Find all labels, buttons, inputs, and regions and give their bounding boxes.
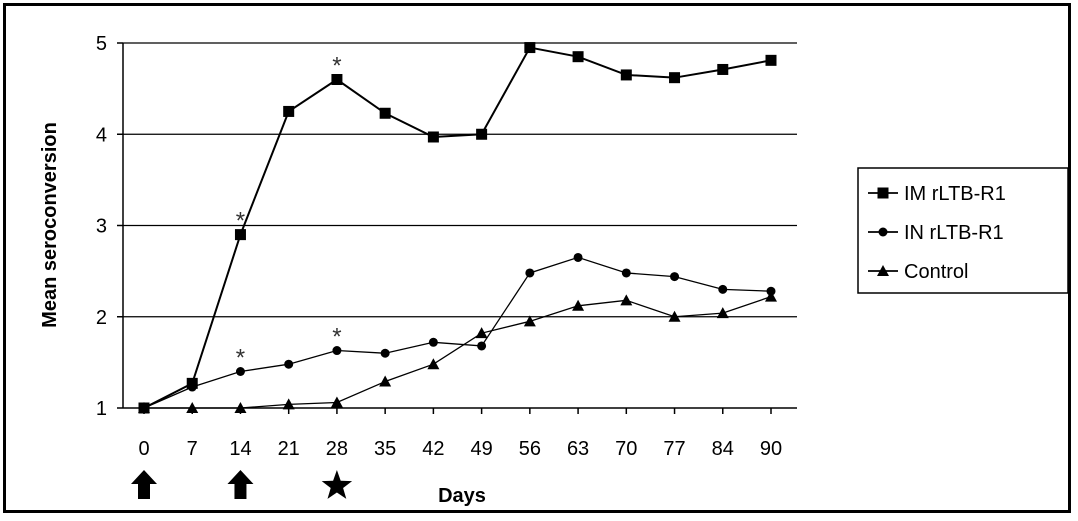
series-0-point [572, 51, 584, 63]
y-axis-title: Mean seroconversion [39, 122, 61, 328]
x-tick-label: 35 [374, 438, 396, 460]
series-0-point [234, 229, 246, 241]
significance-annotations: * * * * [236, 53, 342, 372]
series-0-point [283, 105, 295, 117]
series-1-point [187, 382, 197, 392]
x-tick-label: 7 [187, 438, 198, 460]
x-tick-label: 21 [278, 438, 300, 460]
series-1-point [670, 272, 680, 282]
significance-asterisk: * [236, 208, 245, 235]
legend-marker [877, 265, 889, 276]
series-0-point [765, 54, 777, 66]
legend-box [857, 167, 1069, 294]
series-2-point [765, 290, 777, 302]
x-tick-label: 63 [567, 438, 589, 460]
up-arrow-icon [131, 470, 157, 499]
series-0-point [331, 74, 343, 85]
series-2-point [716, 307, 729, 319]
x-tick-label: 77 [663, 438, 685, 460]
series-2-point [234, 402, 247, 413]
series-2-point [379, 375, 392, 387]
series-line-0 [143, 46, 772, 409]
series-0-point [669, 72, 681, 84]
y-tick-label: 1 [96, 398, 107, 420]
y-tick-label: 4 [96, 124, 107, 146]
grid-lines [123, 42, 797, 318]
y-tick-labels: 1 2 3 4 5 [96, 33, 107, 420]
series-0-point [427, 131, 439, 143]
legend-marker [877, 187, 889, 199]
significance-asterisk: * [236, 345, 245, 372]
series-2-point [427, 358, 440, 370]
x-tick-label: 84 [712, 438, 734, 460]
x-tick-label: 90 [760, 438, 782, 460]
significance-asterisk: * [332, 324, 341, 351]
legend-marker [878, 227, 888, 237]
series-1-point [428, 337, 438, 347]
series-1-point [235, 367, 245, 376]
up-arrow-icon [227, 470, 254, 499]
significance-asterisk: * [332, 53, 341, 80]
series-2-point [620, 294, 633, 306]
x-tick-label: 14 [229, 438, 251, 460]
series-0-point [476, 128, 488, 140]
legend-label: IM rLTB-R1 [904, 183, 1006, 205]
series-2-point [330, 396, 343, 408]
x-tick-label: 49 [470, 438, 492, 460]
series-lines [143, 46, 772, 409]
y-tick-label: 3 [96, 216, 107, 238]
series-2-point [138, 402, 150, 413]
x-tick-label: 70 [615, 438, 637, 460]
legend-label: IN rLTB-R1 [904, 222, 1004, 244]
y-tick-label: 5 [96, 33, 107, 55]
series-1-point [380, 348, 390, 358]
x-axis-title: Days [438, 485, 486, 507]
series-0-point [524, 42, 536, 54]
series-1-point [332, 346, 342, 356]
series-0-point [620, 69, 632, 81]
series-0-point [379, 107, 391, 119]
y-tick-label: 2 [96, 307, 107, 329]
axes [117, 42, 797, 414]
series-1-point [284, 359, 294, 369]
series-2-point [523, 315, 536, 327]
series-2-point [282, 398, 295, 410]
series-line-1 [143, 256, 772, 409]
x-tick-labels: 0 7 14 21 28 35 42 49 56 63 70 77 84 90 [138, 438, 782, 460]
x-tick-label: 0 [138, 438, 149, 460]
legend: IM rLTB-R1 IN rLTB-R1 Control [857, 167, 1069, 294]
x-tick-label: 28 [326, 438, 348, 460]
series-2-point [668, 310, 681, 322]
below-axis-markers [131, 470, 353, 499]
series-0-point [717, 63, 729, 75]
series-1-point [525, 268, 535, 278]
series-markers [138, 42, 777, 414]
series-2-point [186, 402, 199, 413]
x-tick-label: 56 [519, 438, 541, 460]
x-tick-label: 42 [422, 438, 444, 460]
star-icon [321, 470, 353, 499]
series-line-2 [144, 296, 772, 409]
series-2-point [572, 299, 585, 311]
series-1-point [573, 252, 583, 262]
series-2-point [475, 327, 488, 339]
legend-label: Control [904, 261, 968, 283]
series-1-point [621, 268, 631, 278]
series-1-point [477, 341, 487, 351]
series-1-point [718, 284, 728, 294]
